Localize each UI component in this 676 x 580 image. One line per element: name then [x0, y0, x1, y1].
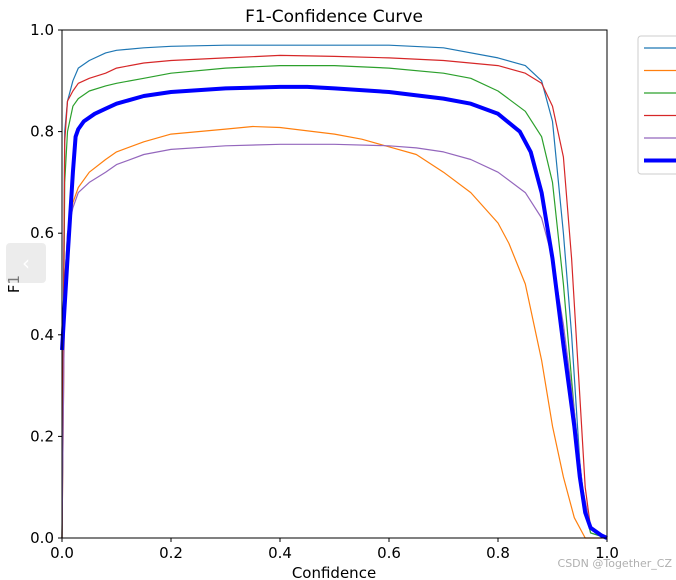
x-axis-label: Confidence	[292, 564, 376, 580]
x-tick-label: 0.0	[50, 544, 74, 562]
legend	[637, 35, 676, 175]
series-line-1	[61, 125, 607, 539]
series-line-3	[61, 54, 608, 539]
x-tick-label: 0.4	[268, 544, 292, 562]
y-tick-label: 0.6	[30, 224, 54, 242]
plot-lines	[60, 44, 608, 540]
plot-frame	[61, 29, 608, 539]
legend-box	[637, 35, 676, 175]
y-tick-label: 0.4	[30, 326, 54, 344]
x-tick-label: 1.0	[595, 544, 619, 562]
y-tick-label: 1.0	[30, 21, 54, 39]
series-line-5	[60, 84, 608, 540]
series-line-4	[61, 143, 608, 539]
chevron-left-icon[interactable]: ‹	[6, 243, 46, 283]
series-line-0	[61, 44, 608, 539]
y-axis-ticks: 0.0 0.2 0.4 0.6 0.8 1.0	[30, 21, 62, 547]
y-tick-label: 0.8	[30, 123, 54, 141]
y-tick-label: 0.2	[30, 427, 54, 445]
chart-title: F1-Confidence Curve	[245, 7, 423, 27]
x-tick-label: 0.8	[486, 544, 510, 562]
x-tick-label: 0.2	[159, 544, 183, 562]
x-tick-label: 0.6	[377, 544, 401, 562]
y-tick-label: 0.0	[30, 529, 54, 547]
watermark: CSDN @Together_CZ	[557, 557, 672, 570]
series-line-2	[61, 64, 608, 539]
x-axis-ticks: 0.0 0.2 0.4 0.6 0.8 1.0	[50, 538, 619, 562]
